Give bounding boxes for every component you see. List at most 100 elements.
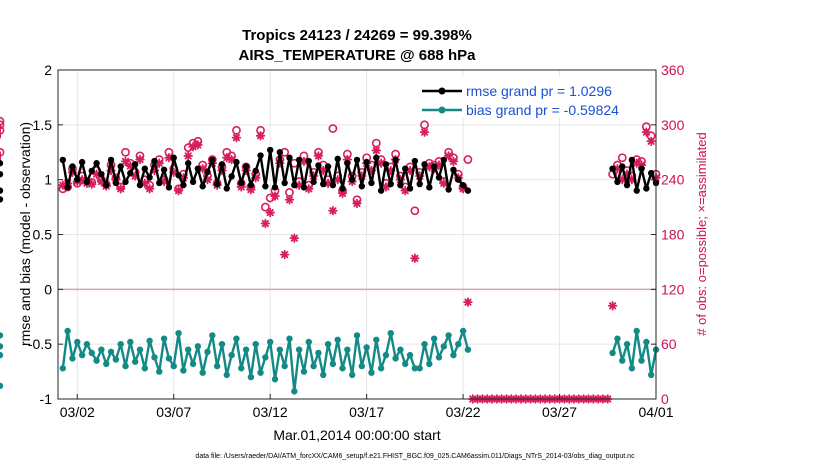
y-tick-label: 2 xyxy=(44,62,52,78)
obs-possible-point xyxy=(463,155,473,164)
rmse-point xyxy=(344,160,351,167)
bias-point xyxy=(0,351,4,359)
obs-assimilated-point-stroke xyxy=(420,128,429,136)
bias-line xyxy=(611,329,658,377)
rmse-point xyxy=(141,165,149,172)
obs-assimilated-point-stroke xyxy=(353,199,361,208)
chart-title: Tropics 24123 / 24269 = 99.398% xyxy=(242,27,472,44)
rmse-point xyxy=(180,181,187,189)
bias-point xyxy=(112,356,120,363)
rmse-point xyxy=(459,181,467,189)
bias-point xyxy=(64,327,71,335)
bias-point xyxy=(614,335,621,342)
rmse-point xyxy=(377,187,385,194)
bias-point xyxy=(199,369,206,376)
bias-point xyxy=(242,346,250,353)
rmse-point xyxy=(74,176,81,183)
bias-point xyxy=(276,346,284,353)
obs-assimilated-point xyxy=(284,195,295,205)
obs-assimilated-point xyxy=(313,151,324,161)
bias-point xyxy=(320,371,327,379)
rmse-point xyxy=(455,176,462,183)
obs-assimilated-point xyxy=(607,301,618,311)
rmse-point xyxy=(175,172,182,179)
bias-point xyxy=(141,365,149,372)
x-tick-label: 04/01 xyxy=(638,404,673,420)
bias-point xyxy=(300,368,308,375)
bias-point xyxy=(131,358,139,365)
obs-assimilated-point-stroke xyxy=(285,196,294,204)
bias-point xyxy=(353,332,361,339)
rmse-point xyxy=(242,163,250,170)
obs-assimilated-point-stroke xyxy=(256,132,265,140)
obs-assimilated-point-stroke xyxy=(247,186,255,194)
y-right-tick-label: 0 xyxy=(661,391,669,407)
rmse-point xyxy=(445,186,452,193)
obs-assimilated-point-stroke xyxy=(440,179,448,187)
y-tick-label: -0.5 xyxy=(28,336,52,352)
rmse-point xyxy=(286,154,293,161)
obs-assimilated-point-stroke xyxy=(261,219,269,228)
rmse-point xyxy=(435,174,443,181)
obs-assimilated-point-stroke xyxy=(203,176,212,184)
bias-point xyxy=(223,371,230,379)
obs-assimilated-point-stroke xyxy=(223,154,231,162)
bias-point xyxy=(411,365,419,372)
series-layer xyxy=(0,116,661,404)
obs-assimilated-point-stroke xyxy=(319,166,327,175)
rmse-point xyxy=(238,179,245,187)
bias-point xyxy=(0,332,4,339)
x-tick-label: 03/27 xyxy=(542,404,577,420)
rmse-point xyxy=(348,176,356,183)
bias-point xyxy=(117,340,124,348)
bias-point xyxy=(107,348,115,356)
obs-assimilated-point-stroke xyxy=(314,152,323,160)
rmse-point xyxy=(426,184,433,191)
bias-point xyxy=(339,365,346,372)
rmse-point xyxy=(247,181,255,189)
obs-assimilated-point-stroke xyxy=(449,157,458,165)
obs-assimilated-point xyxy=(371,145,381,156)
bias-point xyxy=(194,343,202,350)
y-right-tick-label: 60 xyxy=(661,336,677,352)
bias-point xyxy=(291,388,298,395)
rmse-point xyxy=(204,168,211,176)
obs-assimilated-point-stroke xyxy=(184,152,192,160)
bias-point xyxy=(421,340,428,348)
bias-point xyxy=(643,338,650,346)
obs-possible-point xyxy=(121,147,130,157)
obs-assimilated-point-stroke xyxy=(406,166,414,175)
rmse-point xyxy=(633,187,640,194)
bias-point xyxy=(647,371,655,379)
bias-point xyxy=(204,348,211,356)
rmse-point xyxy=(59,156,67,164)
obs-assimilated-point-stroke xyxy=(295,181,303,189)
rmse-point xyxy=(402,165,409,172)
x-tick-label: 03/22 xyxy=(446,404,481,420)
bias-point xyxy=(0,343,4,350)
obs-assimilated-point xyxy=(641,127,652,137)
rmse-point xyxy=(315,162,322,169)
bias-point xyxy=(122,362,129,370)
rmse-point xyxy=(257,152,264,159)
obs-assimilated-point-stroke xyxy=(121,157,130,165)
obs-assimilated-point xyxy=(231,132,242,143)
obs-possible-point xyxy=(0,125,5,135)
rmse-point xyxy=(271,184,279,191)
bias-point xyxy=(363,344,370,351)
obs-assimilated-point-stroke xyxy=(334,176,342,184)
bias-point xyxy=(286,335,293,342)
bias-point xyxy=(445,332,452,339)
rmse-point xyxy=(638,165,645,172)
bias-point xyxy=(98,346,105,353)
bias-point xyxy=(185,346,192,353)
rmse-point xyxy=(623,181,631,189)
y-axis-right-label: # of obs: o=possible; ×=assimilated xyxy=(694,132,709,335)
rmse-point xyxy=(112,179,120,187)
bias-point xyxy=(127,338,134,346)
bias-point xyxy=(464,346,472,353)
y-right-tick-label: 180 xyxy=(661,227,685,243)
obs-assimilated-point xyxy=(173,185,184,196)
obs-assimilated-point-stroke xyxy=(305,185,313,193)
rmse-line xyxy=(611,158,658,192)
